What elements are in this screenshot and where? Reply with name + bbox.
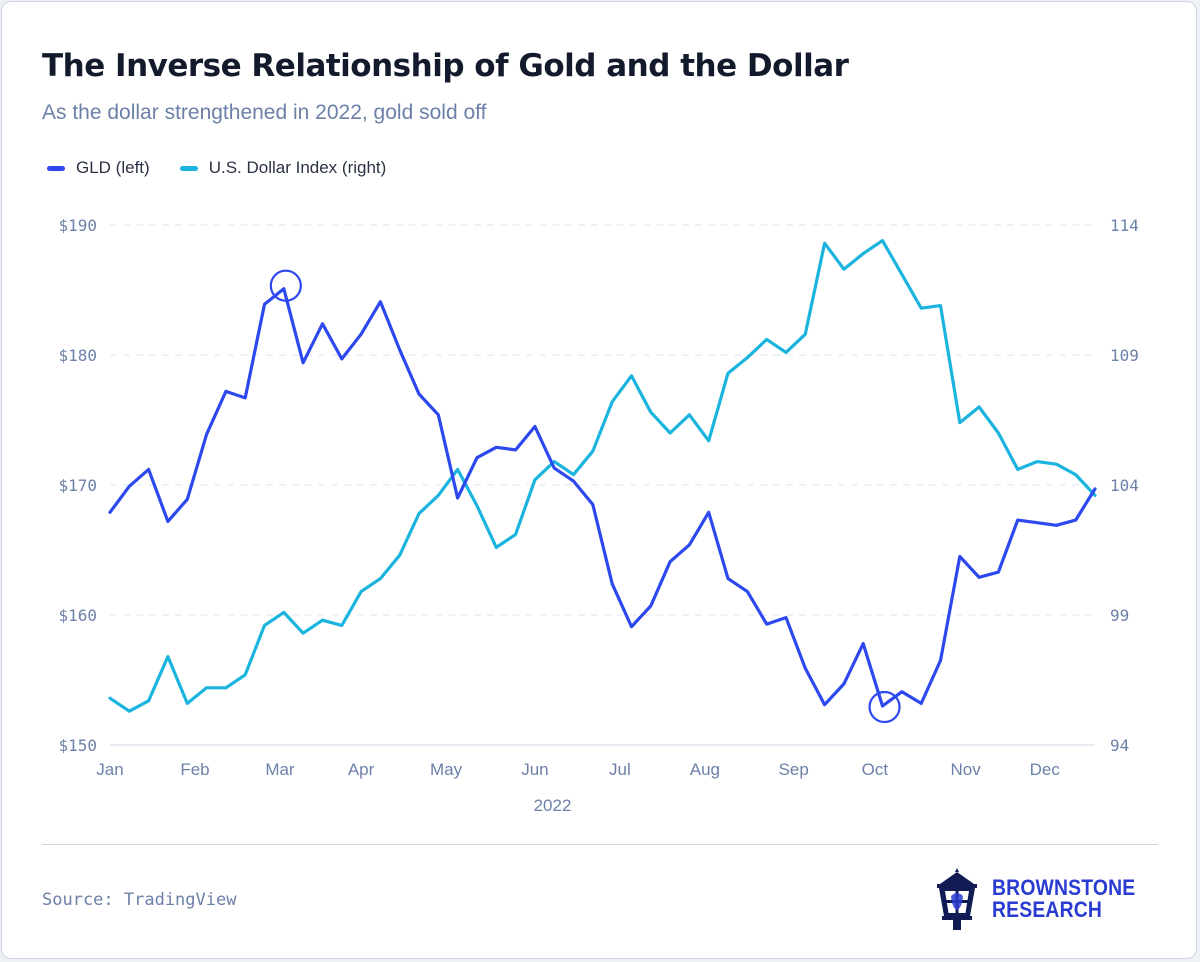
- left-tick-label: $190: [58, 216, 97, 235]
- brand-name-line1: BROWNSTONE: [992, 875, 1136, 900]
- legend-swatch-gld: [47, 165, 65, 171]
- left-tick-label: $170: [58, 476, 97, 495]
- right-tick-label: 99: [1110, 606, 1129, 625]
- trough-highlight-circle: [868, 690, 901, 724]
- left-tick-label: $160: [58, 606, 97, 625]
- x-tick-label: Apr: [348, 760, 375, 779]
- x-tick-label: May: [430, 760, 463, 779]
- footer-divider: [42, 844, 1158, 845]
- x-tick-label: Feb: [180, 760, 209, 779]
- chart-title: The Inverse Relationship of Gold and the…: [42, 48, 849, 84]
- line-chart: $150 $160 $170 $180 $190 94 99 104 109 114 Jan Fe…: [58, 216, 1139, 815]
- peak-highlight-circle: [269, 269, 302, 302]
- x-tick-label: Mar: [265, 760, 295, 779]
- left-axis-ticks: $150 $160 $170 $180 $190: [58, 216, 97, 755]
- legend-label-dollar-index: U.S. Dollar Index (right): [208, 158, 387, 177]
- x-axis-label: 2022: [534, 796, 572, 815]
- x-tick-label: Aug: [690, 760, 720, 779]
- gridlines: [110, 224, 1095, 746]
- brand-wordmark: BROWNSTONE RESEARCH: [992, 877, 1155, 921]
- legend-item-dollar-index: U.S. Dollar Index (right): [179, 158, 387, 178]
- brand-name-line2: RESEARCH: [992, 897, 1103, 922]
- x-tick-label: Oct: [862, 760, 889, 779]
- chart-legend: GLD (left) U.S. Dollar Index (right): [47, 158, 386, 178]
- brand-logo: BROWNSTONE RESEARCH: [930, 866, 1155, 932]
- x-tick-label: Dec: [1030, 760, 1061, 779]
- legend-item-gld: GLD (left): [47, 158, 150, 178]
- legend-label-gld: GLD (left): [76, 158, 150, 177]
- right-tick-label: 109: [1110, 346, 1139, 365]
- right-tick-label: 94: [1110, 736, 1129, 755]
- chart-subtitle: As the dollar strengthened in 2022, gold…: [42, 101, 487, 124]
- legend-swatch-dollar-index: [179, 165, 198, 171]
- annotation-layer: [269, 269, 901, 724]
- right-tick-label: 114: [1110, 216, 1139, 235]
- x-axis-ticks: Jan Feb Mar Apr May Jun Jul Aug Sep Oct Nov Dec: [96, 760, 1060, 779]
- right-tick-label: 104: [1110, 476, 1139, 495]
- x-tick-label: Jan: [96, 760, 123, 779]
- x-tick-label: Nov: [950, 760, 981, 779]
- right-axis-ticks: 94 99 104 109 114: [1110, 216, 1139, 755]
- x-tick-label: Jul: [609, 760, 631, 779]
- x-tick-label: Sep: [779, 760, 809, 779]
- x-tick-label: Jun: [521, 760, 548, 779]
- lantern-icon: [937, 868, 977, 930]
- source-note: Source: TradingView: [42, 890, 237, 910]
- left-tick-label: $180: [58, 346, 97, 365]
- left-tick-label: $150: [58, 736, 97, 755]
- series-layer: [108, 239, 1097, 713]
- series-line-dollar-index: [108, 239, 1097, 713]
